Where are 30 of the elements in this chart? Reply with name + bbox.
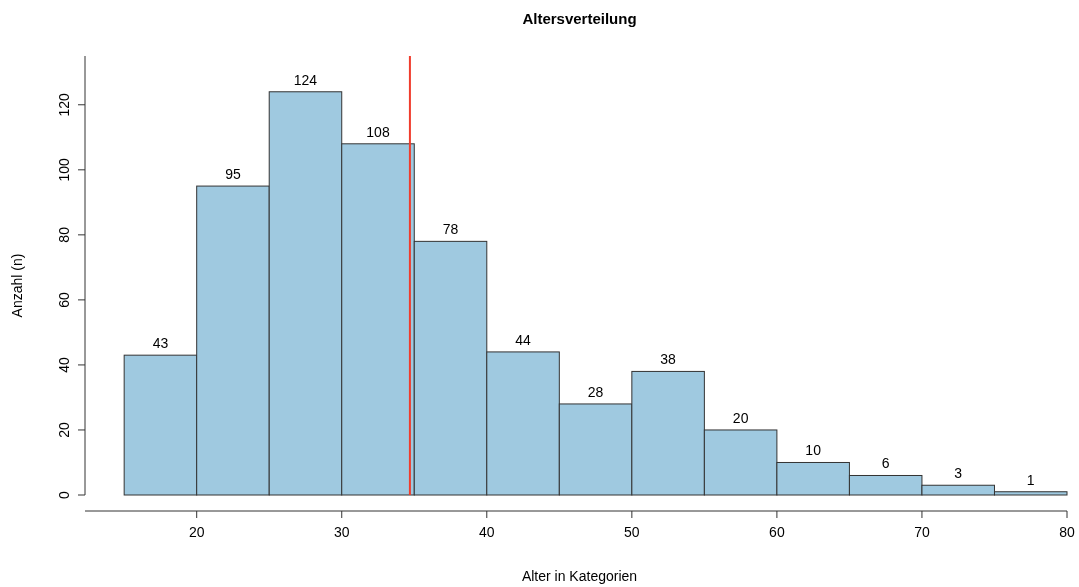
y-tick-label: 0 — [56, 490, 72, 499]
data-label: 28 — [587, 383, 604, 400]
chart-title: Altersverteilung — [522, 10, 637, 27]
x-tick-label: 20 — [188, 524, 205, 540]
x-axis-title: Alter in Kategorien — [521, 568, 638, 584]
data-label: 20 — [732, 409, 749, 426]
y-tick-label: 20 — [56, 421, 72, 438]
y-tick-label: 40 — [56, 356, 72, 373]
data-label: 1 — [1026, 471, 1035, 488]
data-label: 44 — [515, 331, 532, 348]
data-label: 43 — [152, 335, 169, 352]
x-tick-label: 80 — [1059, 524, 1075, 540]
x-tick-label: 30 — [333, 524, 350, 540]
data-label: 10 — [805, 442, 822, 459]
y-axis-title: Anzahl (n) — [9, 253, 25, 318]
x-tick-label: 40 — [479, 524, 495, 540]
data-label: 3 — [954, 465, 963, 482]
y-tick-label: 100 — [56, 157, 72, 182]
y-tick-label: 60 — [56, 291, 72, 308]
x-tick-label: 50 — [624, 524, 640, 540]
x-tick-label: 70 — [914, 524, 930, 540]
data-label: 38 — [660, 351, 677, 368]
data-label: 78 — [442, 221, 459, 238]
data-label: 124 — [293, 71, 318, 88]
data-label: 108 — [366, 123, 390, 140]
x-tick-label: 60 — [769, 524, 785, 540]
data-label: 6 — [881, 455, 890, 472]
y-tick-label: 80 — [56, 226, 72, 243]
data-label: 95 — [225, 166, 241, 183]
y-tick-label: 120 — [56, 92, 72, 117]
